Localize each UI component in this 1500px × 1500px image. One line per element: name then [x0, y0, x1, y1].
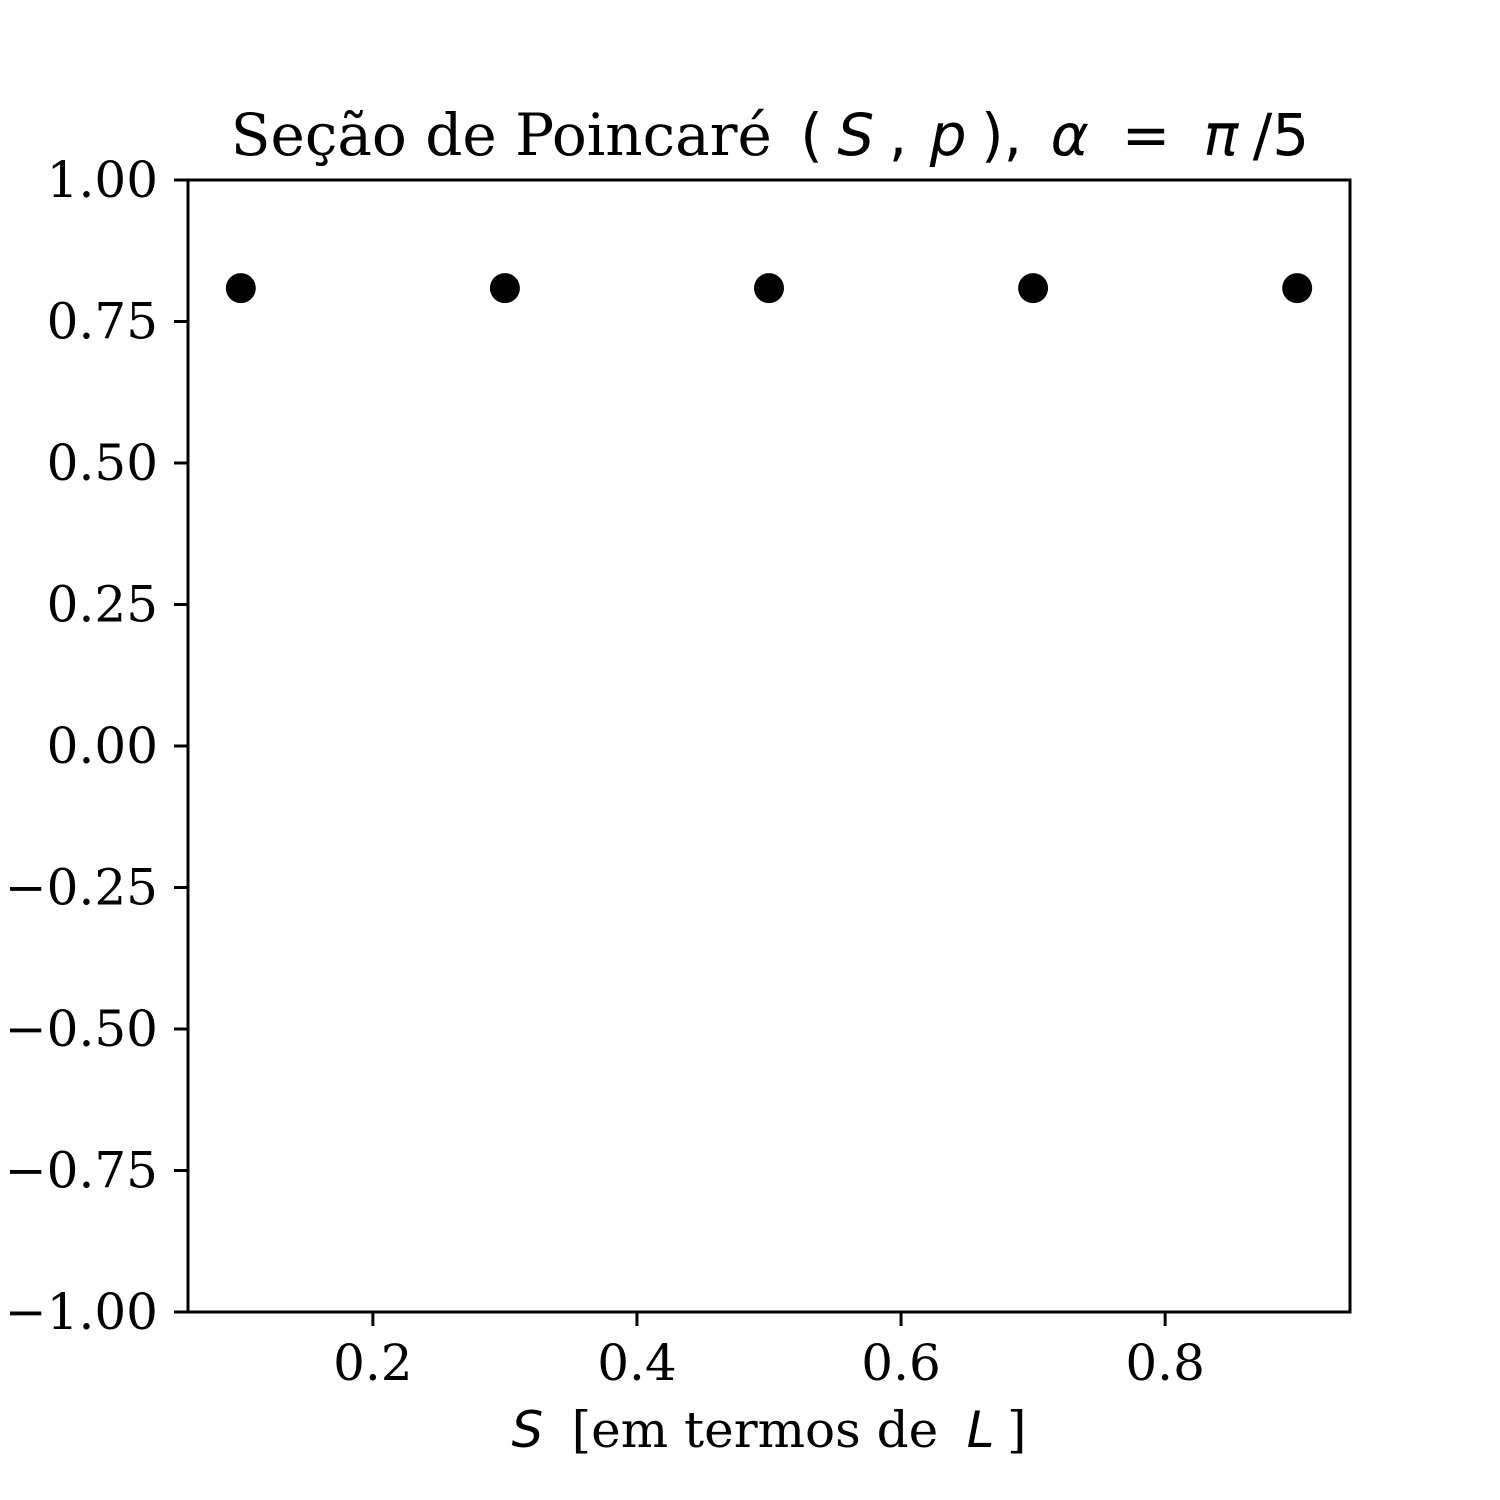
scatter-points [225, 273, 1313, 304]
title-math-pi: π [1203, 101, 1239, 169]
y-axis-ticks: 1.00 0.75 0.50 0.25 0.00 −0.25 −0.50 −0.75 −1.00 [5, 151, 188, 1341]
title-text: Seção de Poincaré [231, 101, 772, 169]
y-tick-label: −0.25 [5, 859, 158, 917]
x-axis-ticks: 0.2 0.4 0.6 0.8 [333, 1312, 1205, 1392]
title-math-rest: /5 [1253, 101, 1309, 169]
title-math-s: S [837, 101, 874, 169]
x-axis-label: S [em termos de L ] [511, 1401, 1026, 1459]
y-tick-label: 1.00 [47, 151, 158, 209]
scatter-point [1018, 273, 1049, 304]
y-tick-label: −0.50 [5, 1000, 158, 1058]
title-math-alpha: α [1051, 101, 1089, 169]
y-tick-label: 0.00 [47, 717, 158, 775]
x-label-var-s: S [511, 1401, 543, 1459]
x-label-text-before: [em termos de [556, 1401, 954, 1459]
x-tick-label: 0.4 [597, 1334, 677, 1392]
y-tick-label: −0.75 [5, 1142, 158, 1200]
y-tick-label: 0.25 [47, 576, 158, 634]
x-label-text-after: ] [1007, 1401, 1027, 1459]
y-tick-label: −1.00 [5, 1283, 158, 1341]
scatter-point [754, 273, 784, 304]
y-tick-label: 0.75 [47, 293, 158, 351]
x-tick-label: 0.8 [1125, 1334, 1205, 1392]
scatter-point [489, 273, 520, 304]
title-math-close: ), [981, 101, 1022, 169]
scatter-point [225, 273, 256, 304]
chart-title: Seção de Poincaré ( S , p ), α = π /5 [231, 101, 1309, 169]
x-tick-label: 0.6 [861, 1334, 941, 1392]
y-tick-label: 0.50 [47, 434, 158, 492]
title-math-eq: = [1103, 101, 1188, 169]
title-math-comma: , [889, 101, 907, 169]
title-math-open: ( [800, 101, 823, 169]
scatter-point [1282, 273, 1313, 304]
title-math-p: p [929, 101, 967, 169]
x-tick-label: 0.2 [333, 1334, 413, 1392]
x-label-var-l: L [967, 1401, 995, 1459]
